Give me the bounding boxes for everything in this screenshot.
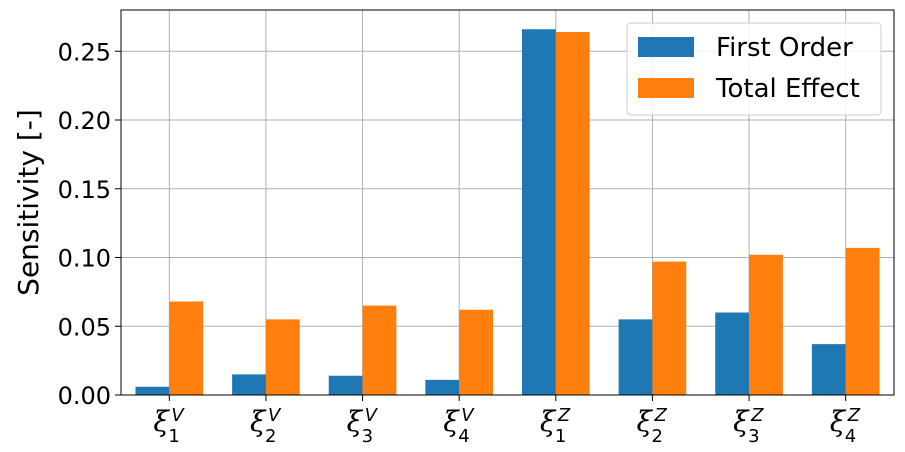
total-effect-bar	[265, 319, 300, 395]
first-order-bar	[232, 374, 266, 395]
first-order-bar	[521, 29, 556, 395]
x-tick-subscript: 4	[845, 426, 856, 447]
first-order-bar	[618, 319, 653, 395]
legend: First Order Total Effect	[626, 22, 882, 116]
x-tick-label: ξ V4	[443, 405, 475, 447]
x-tick-subscript: 3	[748, 426, 759, 447]
x-tick-subscript: 4	[458, 426, 469, 447]
x-tick-label: ξ Z2	[636, 405, 667, 447]
y-tick-label: 0.05	[58, 313, 111, 341]
first-order-bar	[135, 386, 170, 395]
x-tick-superscript: V	[171, 405, 185, 426]
legend-swatch-total-effect	[638, 78, 694, 98]
x-tick-symbol: ξ	[443, 405, 460, 438]
total-effect-bar	[169, 301, 204, 395]
x-tick-superscript: Z	[750, 405, 764, 426]
y-tick-label: 0.10	[58, 245, 111, 273]
y-tick-label: 0.00	[58, 382, 111, 410]
x-tick-symbol: ξ	[830, 405, 847, 438]
x-tick-subscript: 1	[168, 426, 179, 447]
first-order-bar	[811, 344, 846, 395]
total-effect-bar	[845, 247, 880, 395]
x-tick-symbol: ξ	[636, 405, 653, 438]
x-tick-label: ξ Z3	[733, 405, 764, 447]
y-tick-label: 0.15	[58, 176, 111, 204]
x-tick-label: ξ V1	[153, 405, 185, 447]
first-order-bar	[715, 312, 750, 395]
y-tick-label: 0.20	[58, 107, 111, 135]
x-tick-superscript: Z	[557, 405, 571, 426]
first-order-bar	[425, 379, 460, 395]
x-tick-symbol: ξ	[250, 405, 267, 438]
y-tick-label: 0.25	[58, 38, 111, 66]
x-tick-symbol: ξ	[153, 405, 170, 438]
axes	[115, 9, 895, 401]
total-effect-bar	[459, 309, 494, 395]
total-effect-bar	[652, 261, 687, 395]
total-effect-bar	[362, 305, 397, 395]
y-axis-label: Sensitivity [-]	[12, 109, 45, 296]
x-tick-label: ξ V2	[250, 405, 282, 447]
x-tick-subscript: 2	[265, 426, 276, 447]
plot-frame	[120, 9, 895, 396]
x-tick-symbol: ξ	[347, 405, 364, 438]
x-tick-subscript: 2	[651, 426, 662, 447]
bars	[135, 29, 880, 395]
x-tick-superscript: Z	[653, 405, 667, 426]
x-tick-labels: ξ V1 ξ V2 ξ V3 ξ V4 ξ Z1 ξ Z2 ξ Z3 ξ Z4	[153, 405, 860, 447]
legend-swatch-first-order	[638, 37, 694, 57]
legend-label-first-order: First Order	[716, 33, 853, 63]
x-tick-symbol: ξ	[540, 405, 557, 438]
x-tick-label: ξ Z4	[830, 405, 861, 447]
x-tick-superscript: V	[365, 405, 379, 426]
x-tick-subscript: 1	[555, 426, 566, 447]
total-effect-bar	[555, 32, 590, 395]
x-tick-superscript: V	[461, 405, 475, 426]
total-effect-bar	[749, 254, 783, 395]
first-order-bar	[328, 375, 363, 395]
x-tick-subscript: 3	[362, 426, 373, 447]
x-tick-superscript: V	[268, 405, 282, 426]
legend-label-total-effect: Total Effect	[715, 74, 860, 104]
x-tick-superscript: Z	[847, 405, 861, 426]
x-tick-label: ξ V3	[347, 405, 379, 447]
y-tick-labels: 0.00 0.05 0.10 0.15 0.20 0.25	[58, 38, 111, 410]
x-tick-label: ξ Z1	[540, 405, 571, 447]
x-tick-symbol: ξ	[733, 405, 750, 438]
